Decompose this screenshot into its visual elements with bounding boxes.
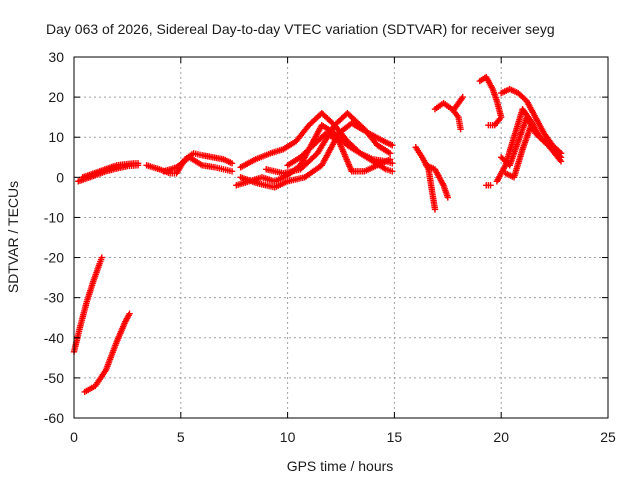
series-arc-10 xyxy=(263,109,394,177)
x-tick-label: 0 xyxy=(70,429,78,445)
data-point xyxy=(557,158,565,165)
data-point xyxy=(431,206,439,213)
x-tick-label: 20 xyxy=(493,429,509,445)
y-tick-label: -40 xyxy=(44,330,64,346)
y-tick-label: 0 xyxy=(56,169,64,185)
y-tick-label: 30 xyxy=(48,49,64,65)
y-tick-label: -10 xyxy=(44,209,64,225)
data-point xyxy=(459,93,466,101)
data-point xyxy=(386,150,394,157)
data-point xyxy=(98,254,105,261)
y-axis-label: SDTVAR / TECUs xyxy=(5,181,21,293)
y-tick-label: 10 xyxy=(48,129,64,145)
data-point xyxy=(386,156,394,163)
series-arc-04 xyxy=(79,160,142,181)
x-tick-label: 25 xyxy=(600,429,616,445)
x-axis-label: GPS time / hours xyxy=(287,458,394,474)
x-tick-label: 10 xyxy=(280,429,296,445)
series-arc-11 xyxy=(284,130,394,175)
series-arc-02 xyxy=(81,310,133,396)
series-arc-21 xyxy=(502,121,565,181)
data-points xyxy=(70,73,565,396)
grid-lines xyxy=(74,57,608,418)
data-point xyxy=(485,121,492,129)
axis-ticks: 0 5 10 15 20 25 -60 -50 -40 -30 -20 -10 0 10 20 30 xyxy=(44,49,616,445)
data-point xyxy=(389,160,396,167)
x-tick-label: 15 xyxy=(387,429,403,445)
plot-frame xyxy=(73,56,609,419)
x-tick-label: 5 xyxy=(177,429,185,445)
series-arc-14 xyxy=(431,99,464,133)
chart-title: Day 063 of 2026, Sidereal Day-to-day VTE… xyxy=(46,21,555,37)
y-tick-label: -60 xyxy=(44,410,64,426)
data-point xyxy=(487,182,494,189)
y-tick-label: -30 xyxy=(44,290,64,306)
series-arc-08 xyxy=(237,109,396,175)
series-arc-17 xyxy=(483,182,494,189)
data-point xyxy=(389,142,396,149)
series-arc-05 xyxy=(143,150,236,177)
data-point xyxy=(389,168,396,175)
series-arc-01 xyxy=(70,254,105,356)
series-arc-13 xyxy=(423,162,451,201)
series-arc-15 xyxy=(451,93,466,113)
data-point xyxy=(557,150,565,157)
y-tick-label: -50 xyxy=(44,370,64,386)
series-arc-06 xyxy=(160,154,236,175)
series-arc-12 xyxy=(412,144,439,213)
data-point xyxy=(134,160,142,167)
data-point xyxy=(126,310,133,317)
data-point xyxy=(228,168,236,175)
data-point xyxy=(457,126,464,133)
y-tick-label: 20 xyxy=(48,89,64,105)
data-point xyxy=(444,194,451,201)
series-arc-16 xyxy=(476,73,505,129)
y-tick-label: -20 xyxy=(44,250,64,266)
data-point xyxy=(228,160,236,167)
